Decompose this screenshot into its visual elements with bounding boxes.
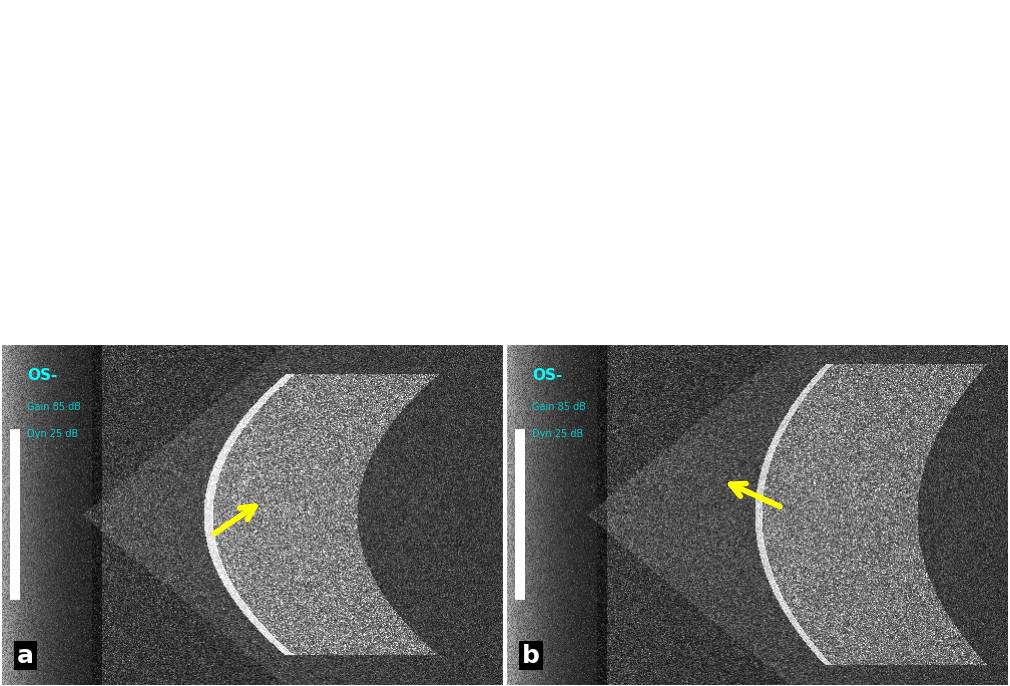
Text: OS-: OS- — [532, 368, 563, 383]
Text: Dyn 25 dB: Dyn 25 dB — [27, 429, 79, 440]
Text: OS-: OS- — [27, 368, 58, 383]
Text: Gain 85 dB: Gain 85 dB — [27, 402, 81, 412]
Text: Gain 85 dB: Gain 85 dB — [532, 402, 586, 412]
Text: a: a — [17, 643, 34, 667]
Text: b: b — [522, 643, 540, 667]
Text: Dyn 25 dB: Dyn 25 dB — [532, 429, 584, 440]
